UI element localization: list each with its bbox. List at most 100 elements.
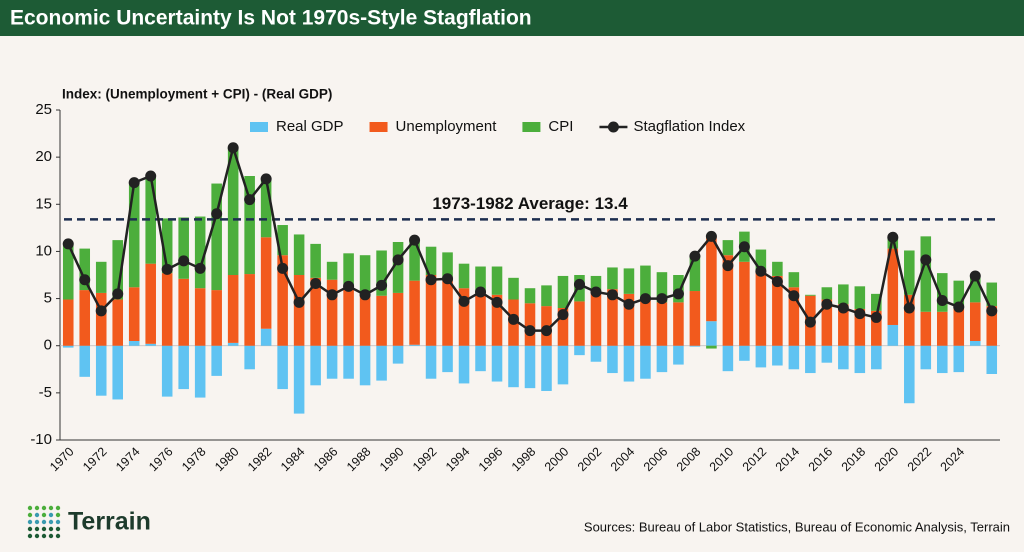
bar [557,308,569,346]
index-point [854,308,866,320]
bar [458,288,470,346]
bar [161,345,173,397]
bar [937,273,948,312]
index-point [672,288,684,300]
index-point [145,170,157,182]
bar [277,255,288,346]
bar [838,304,849,346]
bar [62,243,74,300]
source-note: Sources: Bureau of Labor Statistics, Bur… [584,519,1010,534]
bar [887,248,899,325]
bar [607,345,618,374]
bar [244,345,255,370]
index-point [359,289,371,301]
bar [706,236,717,322]
index-point [969,270,981,282]
bar [557,275,569,308]
bar [359,293,371,346]
bar [227,147,239,275]
bar [458,263,470,289]
bar [112,345,123,400]
index-point [953,301,965,313]
bar [524,345,536,389]
bar [574,345,585,356]
bar [178,345,189,390]
index-point [409,234,421,246]
bar [656,272,668,303]
bar [821,345,833,363]
bar [376,295,387,346]
index-point [442,273,454,285]
bar [821,299,833,346]
brand-name: Terrain [68,508,151,536]
bar [62,345,74,348]
y-tick-label: 5 [44,290,52,307]
bar [442,345,453,373]
bar [524,288,536,304]
bar [112,299,123,346]
bar [508,345,519,388]
bar [755,345,767,368]
bar [194,288,206,346]
bar [95,345,107,396]
bar [145,176,156,264]
index-point [310,277,322,289]
bar [640,345,651,379]
index-point [326,289,338,301]
bar [623,268,635,294]
bar [739,261,750,346]
bar [326,279,338,346]
bar [211,345,222,376]
bar [590,291,602,346]
bar [854,286,866,309]
bar [376,250,387,296]
index-point [639,293,651,305]
bar [475,266,486,293]
y-tick-label: -5 [39,384,52,401]
bar [937,311,948,346]
bar [211,290,222,346]
bar [442,252,453,281]
index-point [755,265,767,277]
index-point [738,241,750,253]
index-point [804,316,816,328]
bar [772,261,783,276]
index-point [573,278,585,290]
legend-label: Unemployment [396,118,498,135]
bar [673,345,684,365]
legend-label: Stagflation Index [633,118,745,135]
bar [788,287,800,346]
bar [425,246,437,275]
index-point [705,230,717,242]
bar [574,301,585,346]
bar [689,345,701,347]
index-point [524,325,536,337]
bar [211,183,222,291]
bar [128,182,140,288]
bar [409,344,420,346]
bar [326,261,338,280]
index-point [194,262,206,274]
page-title: Economic Uncertainty Is Not 1970s-Style … [10,7,532,30]
bar [673,302,684,346]
bar [359,255,371,294]
bar [805,345,816,374]
bar [986,282,998,307]
bar [656,302,668,346]
bar [376,345,387,381]
bar [953,308,965,346]
bar [227,275,239,343]
index-point [508,313,520,325]
bar [244,176,255,275]
bar [755,249,767,270]
index-point [128,177,140,189]
index-point [95,305,107,317]
y-tick-label: -10 [30,431,52,448]
bar [904,294,915,346]
index-point [79,274,91,286]
index-point [936,294,948,306]
bar [656,345,668,373]
bar [442,280,453,346]
bar [409,280,420,345]
